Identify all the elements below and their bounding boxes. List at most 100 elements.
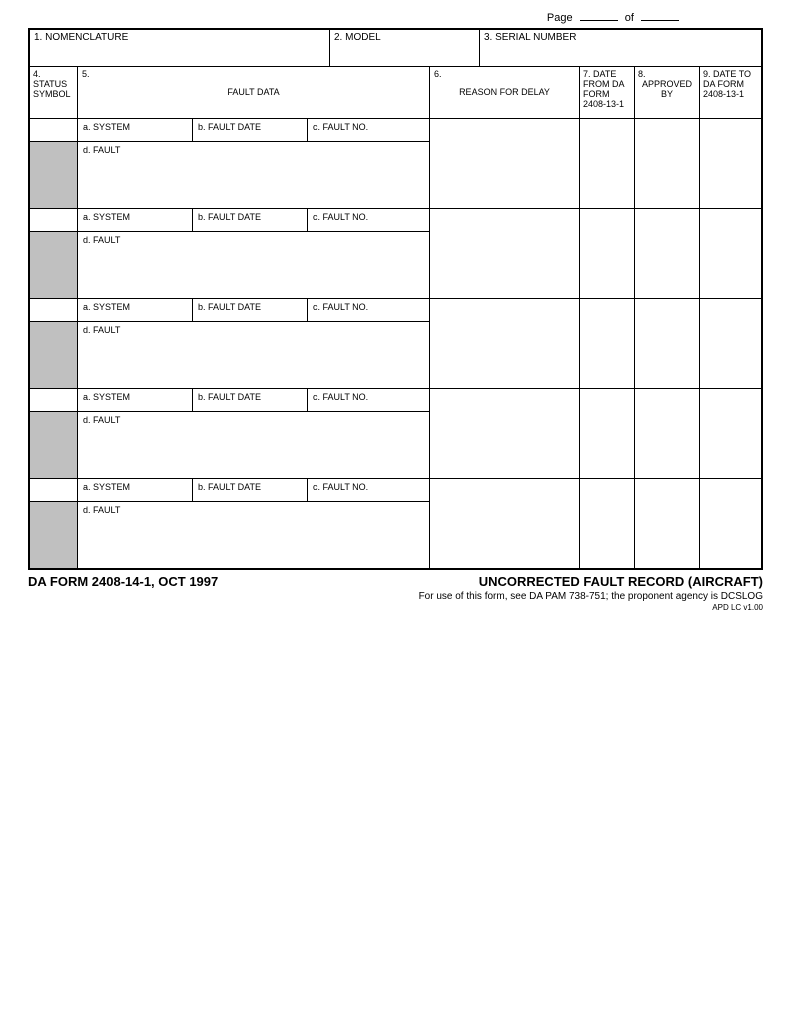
entry-fault-col: a. SYSTEMb. FAULT DATEc. FAULT NO.d. FAU… [78,119,430,208]
entry-fault-date[interactable]: b. FAULT DATE [193,389,308,411]
model-cell[interactable]: 2. MODEL [330,30,480,66]
entry-date-from[interactable] [580,479,635,568]
entry-row: a. SYSTEMb. FAULT DATEc. FAULT NO.d. FAU… [30,298,761,388]
entry-reason[interactable] [430,299,580,388]
header-row-2: 4. STATUS SYMBOL 5. FAULT DATA 6. REASON… [30,66,761,118]
entry-system[interactable]: a. SYSTEM [78,479,193,501]
date-to-num: 9. [703,69,711,79]
entry-status-col [30,209,78,298]
entry-approved[interactable] [635,389,700,478]
entry-reason[interactable] [430,119,580,208]
approved-header: 8. APPROVED BY [635,67,700,118]
entry-row: a. SYSTEMb. FAULT DATEc. FAULT NO.d. FAU… [30,478,761,568]
entry-status-top[interactable] [30,479,77,501]
entry-status-top[interactable] [30,389,77,411]
entry-status-shaded [30,141,77,208]
entry-approved[interactable] [635,479,700,568]
entry-fault-top: a. SYSTEMb. FAULT DATEc. FAULT NO. [78,119,429,141]
reason-label: REASON FOR DELAY [433,87,576,97]
fault-data-header: 5. FAULT DATA [78,67,430,118]
status-symbol-header: 4. STATUS SYMBOL [30,67,78,118]
status-label: STATUS SYMBOL [33,79,71,99]
of-label: of [625,12,634,24]
entry-fault-desc[interactable]: d. FAULT [78,411,429,478]
entry-status-top[interactable] [30,299,77,321]
footer-row: DA FORM 2408-14-1, OCT 1997 UNCORRECTED … [28,570,763,589]
footer-version: APD LC v1.00 [28,602,763,612]
entry-reason[interactable] [430,389,580,478]
form-id: DA FORM 2408-14-1, OCT 1997 [28,574,218,589]
entry-approved[interactable] [635,119,700,208]
entry-fault-date[interactable]: b. FAULT DATE [193,479,308,501]
status-num: 4. [33,69,41,79]
entry-fault-no[interactable]: c. FAULT NO. [308,389,429,411]
entry-fault-no[interactable]: c. FAULT NO. [308,119,429,141]
entry-fault-no[interactable]: c. FAULT NO. [308,479,429,501]
nomenclature-cell[interactable]: 1. NOMENCLATURE [30,30,330,66]
entry-row: a. SYSTEMb. FAULT DATEc. FAULT NO.d. FAU… [30,388,761,478]
entry-fault-col: a. SYSTEMb. FAULT DATEc. FAULT NO.d. FAU… [78,389,430,478]
entry-fault-date[interactable]: b. FAULT DATE [193,209,308,231]
page-number-header: Page of [28,12,763,28]
page-label: Page [547,12,573,24]
date-to-header: 9. DATE TO DA FORM 2408-13-1 [700,67,761,118]
entry-fault-no[interactable]: c. FAULT NO. [308,209,429,231]
entry-fault-desc[interactable]: d. FAULT [78,501,429,568]
fault-label: FAULT DATA [81,87,426,97]
entry-fault-top: a. SYSTEMb. FAULT DATEc. FAULT NO. [78,299,429,321]
entry-date-from[interactable] [580,119,635,208]
entry-status-top[interactable] [30,209,77,231]
fault-num: 5. [82,69,90,79]
entry-reason[interactable] [430,479,580,568]
entry-fault-col: a. SYSTEMb. FAULT DATEc. FAULT NO.d. FAU… [78,299,430,388]
entry-date-from[interactable] [580,209,635,298]
page-total-blank[interactable] [641,20,679,21]
date-from-header: 7. DATE FROM DA FORM 2408-13-1 [580,67,635,118]
entry-system[interactable]: a. SYSTEM [78,299,193,321]
page-number-blank[interactable] [580,20,618,21]
entry-status-col [30,119,78,208]
form-title: UNCORRECTED FAULT RECORD (AIRCRAFT) [479,574,763,589]
form-table: 1. NOMENCLATURE 2. MODEL 3. SERIAL NUMBE… [28,28,763,570]
entry-fault-date[interactable]: b. FAULT DATE [193,119,308,141]
footer-usage: For use of this form, see DA PAM 738-751… [28,589,763,602]
date-to-label: DATE TO DA FORM 2408-13-1 [703,69,751,99]
entry-fault-date[interactable]: b. FAULT DATE [193,299,308,321]
entry-approved[interactable] [635,209,700,298]
entry-date-to[interactable] [700,209,761,298]
entry-system[interactable]: a. SYSTEM [78,119,193,141]
entry-status-shaded [30,231,77,298]
entry-system[interactable]: a. SYSTEM [78,389,193,411]
entry-approved[interactable] [635,299,700,388]
entry-system[interactable]: a. SYSTEM [78,209,193,231]
approved-num: 8. [638,69,696,79]
entry-status-col [30,479,78,568]
entry-status-shaded [30,321,77,388]
date-from-num: 7. [583,69,591,79]
entry-status-col [30,389,78,478]
serial-cell[interactable]: 3. SERIAL NUMBER [480,30,761,66]
entry-date-to[interactable] [700,389,761,478]
entry-date-to[interactable] [700,479,761,568]
entries-container: a. SYSTEMb. FAULT DATEc. FAULT NO.d. FAU… [30,118,761,568]
entry-date-to[interactable] [700,299,761,388]
entry-date-to[interactable] [700,119,761,208]
header-row-1: 1. NOMENCLATURE 2. MODEL 3. SERIAL NUMBE… [30,30,761,66]
approved-label: APPROVED BY [642,79,692,99]
entry-fault-col: a. SYSTEMb. FAULT DATEc. FAULT NO.d. FAU… [78,209,430,298]
entry-fault-desc[interactable]: d. FAULT [78,231,429,298]
entry-row: a. SYSTEMb. FAULT DATEc. FAULT NO.d. FAU… [30,208,761,298]
entry-fault-top: a. SYSTEMb. FAULT DATEc. FAULT NO. [78,479,429,501]
page-wrapper: Page of 1. NOMENCLATURE 2. MODEL 3. SERI… [0,0,791,612]
entry-fault-top: a. SYSTEMb. FAULT DATEc. FAULT NO. [78,209,429,231]
reason-num: 6. [434,69,442,79]
entry-fault-no[interactable]: c. FAULT NO. [308,299,429,321]
entry-fault-desc[interactable]: d. FAULT [78,141,429,208]
entry-date-from[interactable] [580,389,635,478]
entry-fault-desc[interactable]: d. FAULT [78,321,429,388]
entry-reason[interactable] [430,209,580,298]
entry-status-top[interactable] [30,119,77,141]
entry-row: a. SYSTEMb. FAULT DATEc. FAULT NO.d. FAU… [30,118,761,208]
entry-fault-col: a. SYSTEMb. FAULT DATEc. FAULT NO.d. FAU… [78,479,430,568]
entry-date-from[interactable] [580,299,635,388]
